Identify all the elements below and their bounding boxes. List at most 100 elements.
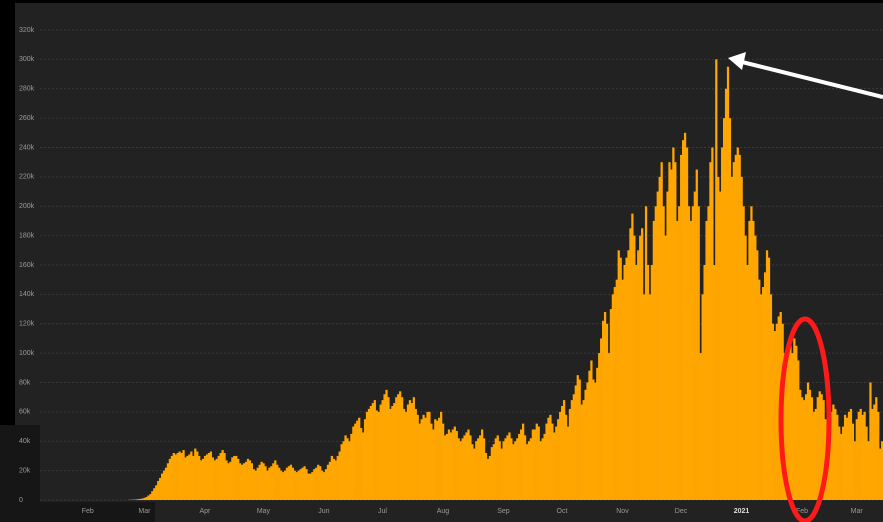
bar bbox=[559, 411, 562, 500]
bar bbox=[791, 353, 794, 500]
bar bbox=[533, 429, 536, 500]
bar bbox=[812, 411, 816, 500]
bar bbox=[697, 206, 700, 500]
bar bbox=[685, 147, 689, 500]
bar bbox=[529, 438, 533, 500]
bar bbox=[592, 379, 595, 500]
bar bbox=[730, 176, 734, 500]
bar bbox=[600, 338, 603, 500]
bar bbox=[164, 467, 168, 500]
bar bbox=[683, 132, 687, 500]
arrow-shaft bbox=[741, 60, 883, 99]
bar bbox=[564, 414, 568, 500]
bar bbox=[834, 408, 837, 500]
bar bbox=[855, 419, 858, 500]
bar bbox=[375, 410, 378, 500]
bar bbox=[280, 470, 283, 500]
bar bbox=[209, 451, 213, 500]
bar bbox=[350, 433, 353, 500]
bar bbox=[430, 423, 433, 500]
bar bbox=[426, 411, 429, 500]
bar bbox=[623, 265, 626, 500]
bar bbox=[687, 206, 691, 500]
bar bbox=[545, 423, 548, 500]
x-tick-label: May bbox=[257, 508, 271, 515]
bar bbox=[797, 360, 800, 500]
bar bbox=[408, 400, 412, 500]
bar bbox=[682, 140, 685, 500]
bar bbox=[520, 429, 523, 500]
x-tick-label: Mar bbox=[851, 508, 864, 515]
bar bbox=[377, 411, 380, 500]
bar bbox=[172, 453, 175, 500]
bar bbox=[680, 154, 683, 500]
y-tick-label: 300k bbox=[19, 56, 35, 63]
bar bbox=[637, 250, 640, 500]
bar bbox=[393, 403, 396, 500]
bar bbox=[658, 176, 661, 500]
bar bbox=[666, 191, 669, 500]
bar bbox=[633, 235, 636, 500]
bar bbox=[455, 430, 458, 500]
bar bbox=[336, 455, 339, 500]
bar bbox=[297, 470, 300, 500]
bar bbox=[775, 323, 778, 500]
bar bbox=[145, 497, 148, 500]
bar bbox=[190, 451, 193, 500]
bar bbox=[484, 453, 488, 500]
bar bbox=[537, 426, 540, 500]
bar bbox=[543, 433, 546, 500]
bar bbox=[724, 88, 728, 500]
bar bbox=[229, 461, 232, 500]
bar bbox=[518, 433, 521, 500]
bar bbox=[436, 420, 439, 500]
bar bbox=[539, 441, 542, 500]
bar bbox=[309, 473, 312, 500]
bar bbox=[787, 353, 790, 500]
bar bbox=[178, 451, 181, 500]
bar bbox=[535, 423, 538, 500]
y-tick-label: 200k bbox=[19, 203, 35, 210]
x-tick-label: Aug bbox=[437, 508, 450, 515]
bar bbox=[475, 441, 478, 500]
bar bbox=[763, 272, 767, 500]
bar bbox=[572, 394, 575, 500]
bar bbox=[397, 394, 400, 500]
y-tick-label: 220k bbox=[19, 174, 35, 181]
bar bbox=[391, 406, 394, 500]
bar bbox=[557, 419, 560, 500]
bar bbox=[678, 206, 681, 500]
bar bbox=[853, 441, 856, 500]
bar bbox=[256, 467, 259, 500]
bar bbox=[453, 426, 456, 500]
bar bbox=[268, 467, 271, 500]
bar bbox=[816, 397, 819, 500]
bar bbox=[385, 389, 388, 500]
bar bbox=[340, 444, 343, 500]
bar bbox=[644, 206, 648, 500]
x-tick-label: Sep bbox=[497, 508, 510, 515]
bar bbox=[303, 466, 306, 500]
bar bbox=[693, 191, 696, 500]
y-tick-label: 180k bbox=[19, 232, 35, 239]
x-tick-label: Jul bbox=[378, 508, 387, 515]
bar bbox=[274, 460, 277, 500]
bar bbox=[701, 294, 704, 500]
bar bbox=[863, 411, 866, 500]
bar bbox=[500, 448, 503, 500]
bar bbox=[149, 494, 152, 500]
bar bbox=[705, 220, 708, 500]
bar bbox=[613, 287, 616, 500]
bar bbox=[769, 294, 773, 500]
bar bbox=[802, 400, 806, 500]
y-tick-label: 140k bbox=[19, 291, 35, 298]
bar bbox=[670, 169, 673, 500]
bar bbox=[586, 382, 589, 500]
bar bbox=[184, 457, 187, 500]
bar bbox=[881, 441, 883, 500]
bar bbox=[356, 420, 359, 500]
bar bbox=[514, 441, 517, 500]
bar bbox=[804, 394, 808, 500]
bar bbox=[153, 488, 156, 500]
bar bbox=[795, 345, 798, 500]
